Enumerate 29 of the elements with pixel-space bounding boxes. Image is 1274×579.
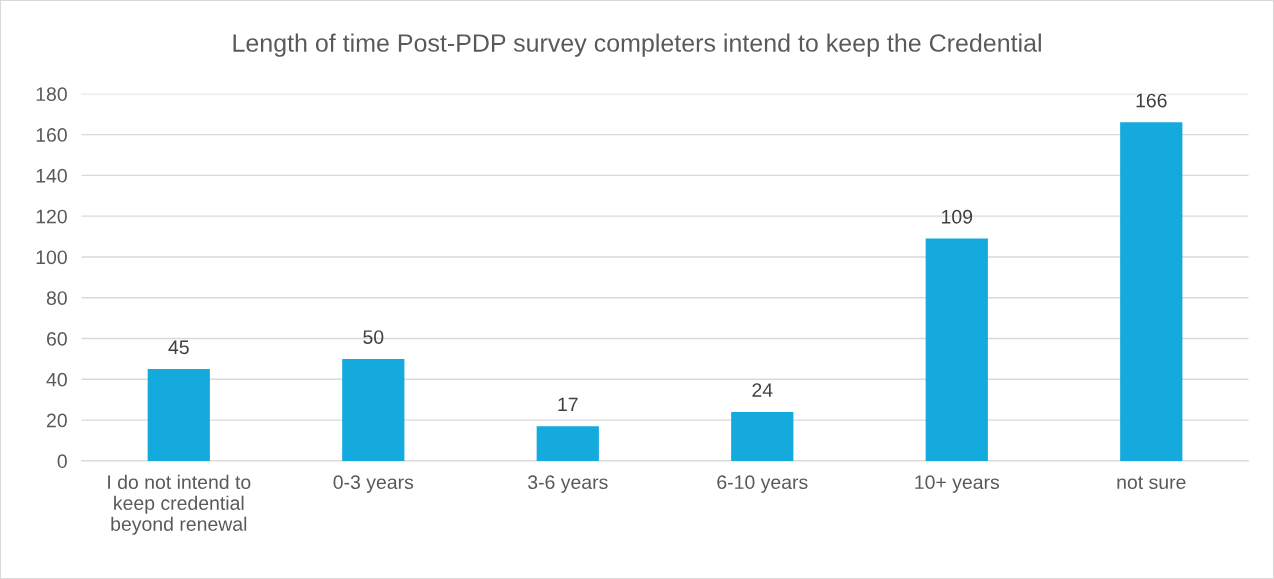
y-tick-label: 40 [46,372,67,387]
data-label: 17 [558,397,578,412]
data-label: 45 [168,340,189,355]
y-tick-label: 120 [36,209,67,224]
y-tick-label: 160 [36,128,67,142]
data-label: 24 [752,383,773,397]
bar [1120,122,1183,461]
bar [342,358,405,461]
x-tick-label: I do not intend to keep credential beyond renewal [108,474,251,535]
y-tick-label: 0 [57,454,67,469]
x-tick-label: 10+ years [915,475,1000,493]
bar [147,369,210,461]
bar [925,238,988,461]
bar [536,426,599,461]
bar [731,411,794,461]
y-tick-label: 80 [46,291,67,305]
x-tick-label: 6-10 years [717,475,808,493]
y-tick-label: 100 [36,250,67,265]
y-tick-label: 140 [36,168,67,183]
x-tick-label: 3-6 years [528,475,608,493]
data-label: 166 [1136,93,1167,108]
chart-title: Length of time Post-PDP survey completers intend to keep the Credential [233,33,1041,57]
y-tick-label: 180 [36,87,67,102]
y-tick-label: 20 [47,413,67,428]
x-tick-label: 0-3 years [333,475,414,493]
x-tick-label: not sure [1117,476,1186,490]
data-label: 109 [942,209,973,224]
data-label: 50 [363,330,384,344]
y-tick-label: 60 [47,331,67,346]
